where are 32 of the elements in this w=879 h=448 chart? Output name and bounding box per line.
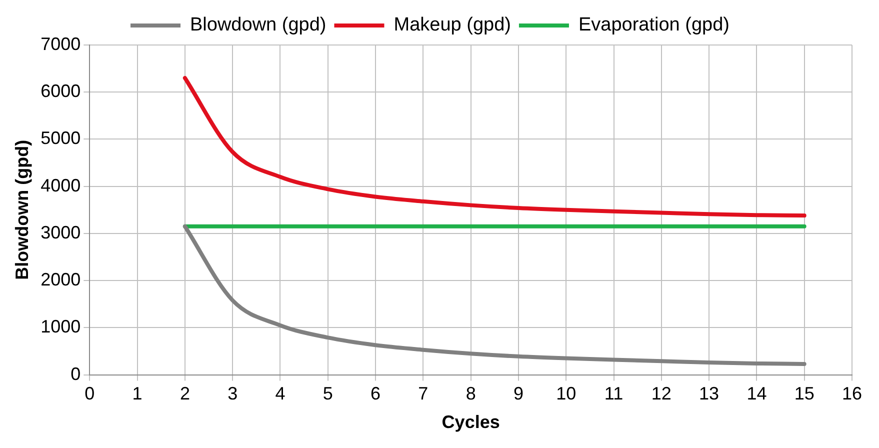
x-tick-label: 1	[132, 384, 142, 404]
x-tick-label: 6	[370, 384, 381, 404]
x-tick-label: 4	[275, 384, 286, 404]
y-tick-label: 5000	[40, 128, 81, 148]
x-tick-label: 13	[699, 384, 720, 404]
legend-label: Blowdown (gpd)	[190, 14, 326, 36]
x-tick-label: 2	[180, 384, 190, 404]
y-tick-label: 3000	[40, 222, 81, 242]
x-tick-label: 7	[418, 384, 428, 404]
line-series	[182, 76, 806, 218]
line-series	[182, 224, 806, 366]
x-tick-label: 8	[466, 384, 476, 404]
x-axis-title: Cycles	[442, 412, 500, 432]
y-tick-label: 7000	[40, 34, 81, 54]
y-tick-label: 0	[70, 364, 81, 384]
x-tick-label: 5	[322, 384, 333, 404]
x-tick-label: 11	[604, 384, 624, 404]
legend-label: Evaporation (gpd)	[578, 14, 730, 36]
legend-label: Makeup (gpd)	[394, 14, 511, 36]
y-tick-label: 2000	[40, 270, 81, 290]
x-tick-label: 9	[513, 384, 524, 404]
x-tick-label: 0	[84, 384, 95, 404]
x-tick-label: 16	[842, 384, 862, 404]
x-tick-label: 14	[746, 384, 767, 404]
y-axis-title: Blowdown (gpd)	[12, 140, 32, 280]
y-tick-label: 6000	[40, 81, 81, 102]
x-tick-label: 12	[651, 384, 672, 404]
x-tick-label: 15	[794, 384, 814, 404]
y-tick-label: 4000	[40, 175, 81, 196]
y-tick-label: 1000	[40, 316, 81, 337]
x-tick-label: 10	[556, 384, 576, 404]
x-tick-label: 3	[228, 384, 238, 404]
